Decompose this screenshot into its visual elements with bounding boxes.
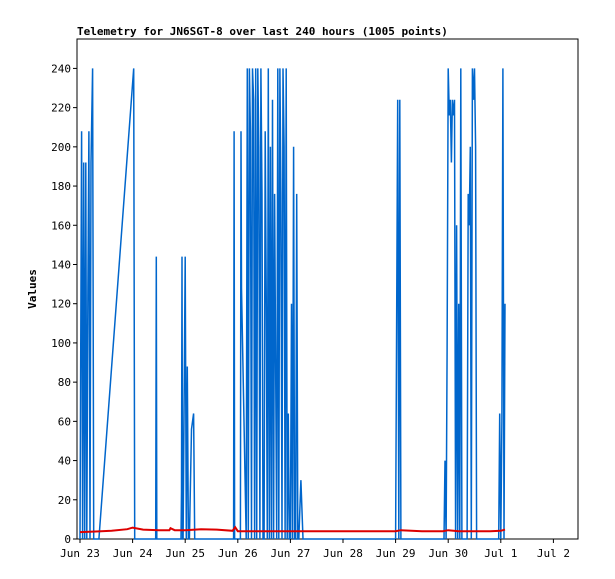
- y-tick-label: 120: [51, 298, 71, 311]
- chart-title: Telemetry for JN6SGT-8 over last 240 hou…: [77, 25, 448, 38]
- series-line-2: [79, 525, 506, 534]
- x-tick-label: Jun 26: [218, 547, 258, 560]
- y-axis: 0 20 40 60 80 100 120 140 160 180 200 220 240: [51, 62, 77, 546]
- y-axis-label: Values: [26, 269, 39, 309]
- y-tick-label: 60: [58, 415, 71, 428]
- y-tick-label: 20: [58, 494, 71, 507]
- x-tick-label: Jun 28: [323, 547, 363, 560]
- y-tick-label: 100: [51, 337, 71, 350]
- series-line-1: [79, 68, 506, 540]
- y-tick-label: 0: [64, 533, 71, 546]
- x-tick-label: Jun 29: [376, 547, 416, 560]
- y-tick-label: 160: [51, 219, 71, 232]
- y-tick-label: 240: [51, 62, 71, 75]
- x-tick-label: Jun 27: [271, 547, 311, 560]
- x-tick-label: Jun 24: [113, 547, 153, 560]
- x-tick-label: Jul 1: [484, 547, 517, 560]
- y-tick-label: 180: [51, 180, 71, 193]
- y-tick-label: 200: [51, 141, 71, 154]
- series-layer: [79, 68, 506, 540]
- x-tick-label: Jul 2: [537, 547, 570, 560]
- y-tick-label: 140: [51, 258, 71, 271]
- x-tick-label: Jun 23: [60, 547, 100, 560]
- x-tick-label: Jun 30: [428, 547, 468, 560]
- y-tick-label: 40: [58, 455, 71, 468]
- plot-area: [76, 38, 579, 540]
- y-tick-label: 220: [51, 102, 71, 115]
- y-tick-label: 80: [58, 376, 71, 389]
- x-axis: Jun 23 Jun 24 Jun 25 Jun 26 Jun 27 Jun 28 Jun …: [60, 539, 570, 560]
- plot-frame: [76, 38, 579, 540]
- x-tick-label: Jun 25: [165, 547, 205, 560]
